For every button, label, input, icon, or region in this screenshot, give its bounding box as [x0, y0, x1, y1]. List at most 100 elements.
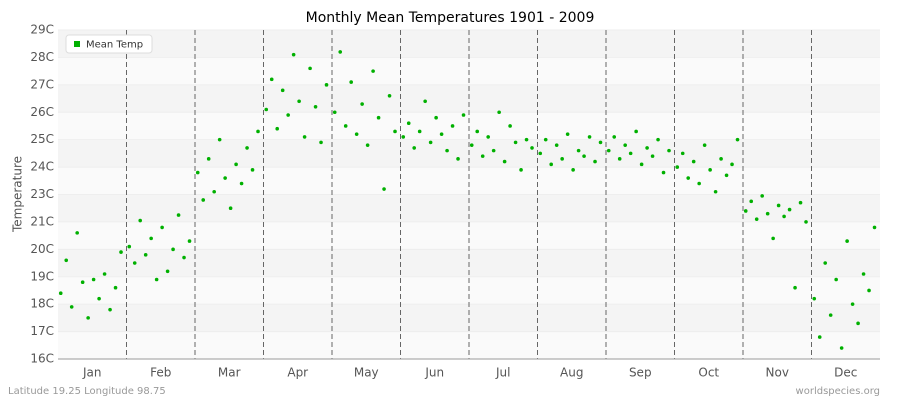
point: [480, 154, 485, 158]
grid: [58, 29, 880, 360]
point: [160, 225, 164, 230]
point: [730, 162, 734, 167]
x-tick-label: Jun: [424, 366, 444, 380]
point: [308, 66, 312, 71]
point: [549, 162, 553, 167]
x-tick-label: Sep: [629, 366, 652, 380]
point: [502, 159, 507, 164]
point: [461, 113, 466, 117]
point: [439, 132, 444, 136]
point: [650, 154, 655, 158]
point: [702, 143, 707, 147]
point: [823, 261, 827, 265]
point: [872, 225, 877, 230]
point: [108, 307, 112, 312]
x-tick-label: Jan: [82, 366, 102, 380]
point: [656, 137, 660, 142]
point: [771, 236, 775, 241]
point: [264, 107, 269, 112]
point: [486, 135, 490, 139]
point: [401, 135, 406, 139]
point: [554, 143, 559, 147]
point: [286, 113, 290, 117]
point: [571, 168, 575, 172]
point: [223, 176, 227, 180]
point: [417, 129, 422, 134]
point: [428, 140, 433, 145]
x-tick-label: Aug: [560, 366, 583, 380]
point: [708, 168, 712, 172]
point: [206, 157, 211, 161]
point: [119, 250, 123, 254]
point: [338, 50, 343, 54]
legend-label: Mean Temp: [86, 40, 143, 51]
point: [195, 170, 200, 175]
x-tick-label: Jul: [495, 366, 510, 380]
x-tick-label: Mar: [218, 366, 241, 380]
point: [530, 146, 534, 150]
point: [313, 104, 318, 109]
point: [754, 217, 759, 221]
x-tick-label: Apr: [287, 366, 308, 380]
point: [628, 151, 633, 156]
point: [86, 316, 90, 320]
point: [423, 99, 427, 104]
x-tick-label: Nov: [766, 366, 789, 380]
point: [280, 88, 285, 93]
point: [765, 211, 770, 216]
point: [332, 110, 337, 115]
point: [760, 194, 764, 198]
point: [598, 140, 603, 145]
point: [91, 277, 96, 282]
point: [75, 231, 79, 235]
point: [623, 143, 627, 147]
point: [787, 207, 792, 212]
point: [239, 181, 244, 186]
y-tick-label: 24C: [30, 160, 54, 174]
point: [297, 99, 301, 104]
point: [667, 148, 671, 153]
point: [445, 148, 449, 153]
point: [867, 288, 871, 293]
point: [187, 239, 192, 243]
y-tick-label: 16C: [30, 352, 54, 366]
chart-title: Monthly Mean Temperatures 1901 - 2009: [306, 10, 595, 26]
legend-swatch: [74, 41, 80, 47]
point: [97, 296, 101, 301]
point: [593, 159, 597, 164]
point: [291, 52, 296, 57]
point: [319, 140, 323, 145]
point: [354, 132, 359, 136]
point: [456, 157, 460, 161]
point: [256, 129, 260, 134]
point: [634, 129, 638, 134]
point: [406, 121, 411, 126]
point: [543, 137, 548, 142]
point: [165, 269, 170, 274]
point: [513, 140, 518, 145]
point: [343, 124, 348, 128]
point: [245, 146, 249, 150]
y-tick-label: 21C: [30, 214, 54, 228]
point: [661, 170, 666, 175]
point: [524, 137, 529, 142]
point: [132, 261, 137, 265]
point: [217, 137, 222, 142]
legend: Mean Temp: [65, 34, 153, 54]
band: [58, 167, 880, 195]
point: [812, 296, 817, 301]
point: [856, 321, 860, 326]
point: [469, 143, 474, 147]
point: [58, 291, 63, 296]
legend-box: [65, 34, 153, 54]
x-tick-label: May: [354, 366, 379, 380]
y-tick-label: 27C: [30, 77, 54, 91]
point: [64, 258, 69, 263]
point: [324, 83, 329, 87]
point: [576, 148, 581, 153]
point: [776, 203, 781, 208]
point: [393, 129, 397, 134]
point: [617, 157, 622, 161]
point: [538, 151, 543, 156]
